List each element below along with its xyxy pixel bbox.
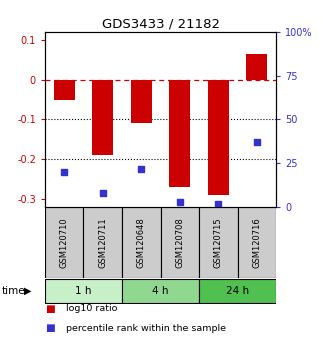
- Bar: [92, 80, 113, 155]
- Text: GSM120716: GSM120716: [252, 217, 261, 268]
- Text: GSM120711: GSM120711: [98, 217, 107, 268]
- Bar: [83, 207, 122, 278]
- Point: [177, 199, 182, 205]
- Point: [254, 139, 259, 145]
- Text: ▶: ▶: [24, 286, 31, 296]
- Bar: [45, 207, 83, 278]
- Point: [139, 166, 144, 171]
- Point: [62, 169, 67, 175]
- Text: GSM120648: GSM120648: [137, 217, 146, 268]
- Bar: [131, 80, 152, 124]
- Bar: [54, 80, 75, 99]
- Point: [216, 201, 221, 206]
- Text: 24 h: 24 h: [226, 286, 249, 296]
- Bar: [160, 207, 199, 278]
- Text: time: time: [2, 286, 25, 296]
- Bar: [122, 279, 199, 303]
- Bar: [122, 207, 160, 278]
- Text: ■: ■: [45, 323, 55, 333]
- Text: log10 ratio: log10 ratio: [66, 304, 117, 313]
- Bar: [169, 80, 190, 187]
- Bar: [199, 279, 276, 303]
- Title: GDS3433 / 21182: GDS3433 / 21182: [101, 18, 220, 31]
- Text: percentile rank within the sample: percentile rank within the sample: [66, 324, 226, 333]
- Bar: [45, 279, 122, 303]
- Text: ■: ■: [45, 304, 55, 314]
- Bar: [208, 80, 229, 195]
- Bar: [199, 207, 238, 278]
- Text: GSM120715: GSM120715: [214, 217, 223, 268]
- Text: 4 h: 4 h: [152, 286, 169, 296]
- Text: GSM120708: GSM120708: [175, 217, 184, 268]
- Bar: [246, 54, 267, 80]
- Point: [100, 190, 105, 196]
- Bar: [238, 207, 276, 278]
- Text: 1 h: 1 h: [75, 286, 92, 296]
- Text: GSM120710: GSM120710: [60, 217, 69, 268]
